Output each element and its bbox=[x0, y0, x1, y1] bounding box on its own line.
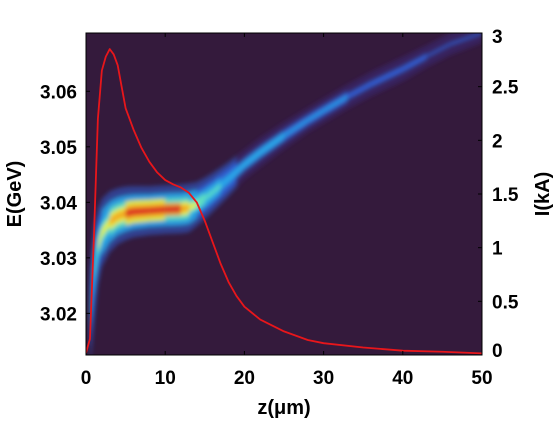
y-left-tick-label: 3.06 bbox=[40, 82, 77, 103]
density-band-segment bbox=[260, 133, 284, 155]
density-band-segment bbox=[402, 54, 427, 71]
density-band-segment bbox=[347, 82, 372, 99]
y-left-tick-label: 3.03 bbox=[40, 249, 77, 270]
density-band-segment bbox=[220, 176, 229, 189]
current-line-layer bbox=[86, 48, 482, 355]
density-band-segment bbox=[125, 208, 134, 218]
density-band-segment bbox=[165, 205, 182, 213]
y-right-tick-label: 2.5 bbox=[492, 78, 519, 99]
density-band-segment bbox=[371, 67, 403, 86]
density-band-segment bbox=[188, 200, 197, 212]
density-band-segment bbox=[307, 109, 324, 122]
y-right-tick-label: 1 bbox=[492, 239, 503, 260]
y-right-tick-label: 2 bbox=[492, 131, 503, 152]
x-tick-label: 30 bbox=[313, 368, 334, 389]
density-band-segment bbox=[212, 183, 221, 195]
density-band-segment bbox=[181, 204, 189, 213]
x-tick-label: 0 bbox=[81, 368, 92, 389]
y-left-tick-label: 3.05 bbox=[40, 138, 77, 159]
density-band-segment bbox=[244, 150, 261, 167]
density-band-segment bbox=[284, 118, 308, 138]
density-band-segment bbox=[204, 189, 213, 202]
density-band-segment bbox=[323, 95, 348, 113]
y-right-tick-label: 3 bbox=[492, 27, 503, 48]
current-series-line bbox=[86, 48, 482, 355]
density-band-segment bbox=[236, 162, 245, 174]
y-left-axis-ticks: 3.02 3.03 3.04 3.05 3.06 bbox=[40, 82, 90, 325]
density-band-segment bbox=[450, 33, 482, 56]
y-left-axis-title: E(GeV) bbox=[4, 161, 26, 228]
density-band-segment bbox=[117, 209, 126, 221]
x-tick-label: 10 bbox=[155, 368, 176, 389]
x-axis-title: z(μm) bbox=[257, 397, 310, 419]
y-left-tick-label: 3.02 bbox=[40, 304, 77, 325]
density-band-segment bbox=[97, 228, 102, 253]
y-right-axis-title: I(kA) bbox=[532, 172, 554, 216]
x-tick-label: 50 bbox=[471, 368, 492, 389]
density-band-segment bbox=[101, 217, 110, 238]
x-tick-label: 40 bbox=[392, 368, 413, 389]
y-right-tick-label: 1.5 bbox=[492, 185, 519, 206]
density-band-segment bbox=[133, 207, 150, 216]
y-right-tick-label: 0 bbox=[492, 341, 503, 362]
density-band-segment bbox=[109, 212, 118, 226]
y-right-axis-ticks: 0 0.5 1 1.5 2 2.5 3 bbox=[478, 27, 519, 362]
density-band-segment bbox=[149, 206, 166, 214]
density-band-segment bbox=[426, 42, 451, 58]
density-band-segment bbox=[196, 195, 205, 207]
density-band-segment bbox=[450, 33, 482, 46]
x-tick-label: 20 bbox=[234, 368, 255, 389]
y-left-tick-label: 3.04 bbox=[40, 193, 77, 214]
density-band-segment bbox=[93, 241, 98, 282]
y-right-tick-label: 0.5 bbox=[492, 292, 519, 313]
density-band-segment bbox=[228, 169, 237, 182]
x-axis-ticks: 0 10 20 30 40 50 bbox=[81, 33, 493, 389]
